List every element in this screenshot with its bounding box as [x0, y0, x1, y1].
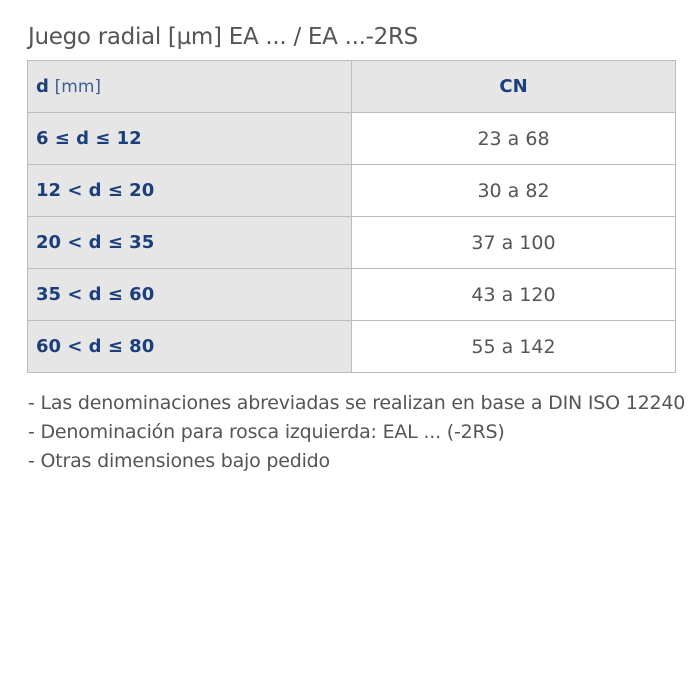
- row-range: 20 < d ≤ 35: [27, 216, 352, 269]
- table-row: 60 < d ≤ 80 55 a 142: [27, 320, 676, 373]
- header-cn: CN: [351, 60, 676, 113]
- note-din-iso: - Las denominaciones abreviadas se reali…: [28, 392, 686, 414]
- table-header-row: d [mm] CN: [27, 60, 676, 113]
- row-range: 35 < d ≤ 60: [27, 268, 352, 321]
- row-value: 43 a 120: [351, 268, 676, 321]
- table-row: 35 < d ≤ 60 43 a 120: [27, 268, 676, 321]
- radial-clearance-table: d [mm] CN 6 ≤ d ≤ 12 23 a 68 12 < d ≤ 20…: [27, 60, 676, 373]
- table-row: 6 ≤ d ≤ 12 23 a 68: [27, 112, 676, 165]
- header-diameter: d [mm]: [27, 60, 352, 113]
- header-diameter-symbol: d: [36, 76, 49, 97]
- row-range: 60 < d ≤ 80: [27, 320, 352, 373]
- note-other-dimensions: - Otras dimensiones bajo pedido: [28, 450, 330, 472]
- row-value: 37 a 100: [351, 216, 676, 269]
- row-range: 6 ≤ d ≤ 12: [27, 112, 352, 165]
- note-left-thread: - Denominación para rosca izquierda: EAL…: [28, 421, 505, 443]
- row-value: 23 a 68: [351, 112, 676, 165]
- table-row: 20 < d ≤ 35 37 a 100: [27, 216, 676, 269]
- row-range: 12 < d ≤ 20: [27, 164, 352, 217]
- table-row: 12 < d ≤ 20 30 a 82: [27, 164, 676, 217]
- header-diameter-unit: [mm]: [54, 77, 102, 97]
- notes-list: - Las denominaciones abreviadas se reali…: [28, 389, 685, 476]
- page-title: Juego radial [µm] EA ... / EA ...-2RS: [28, 24, 418, 50]
- row-value: 30 a 82: [351, 164, 676, 217]
- row-value: 55 a 142: [351, 320, 676, 373]
